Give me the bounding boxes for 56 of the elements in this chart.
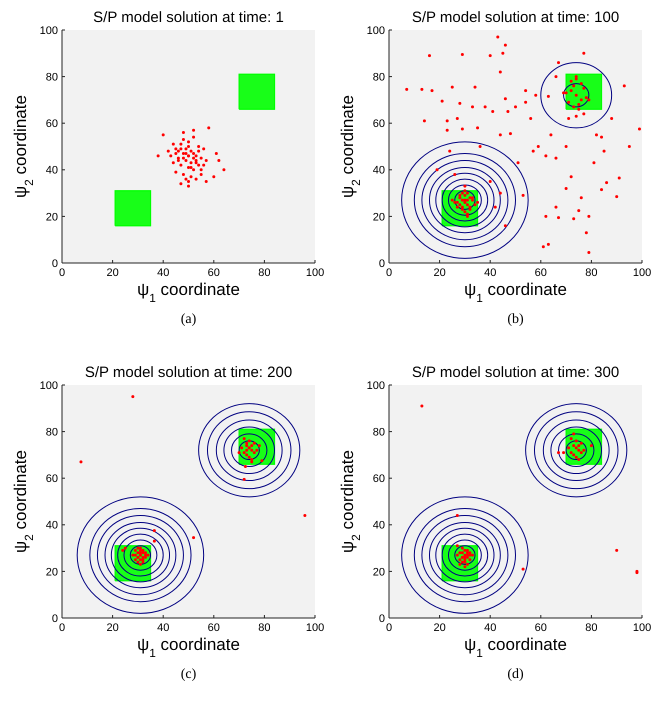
x-tick-label: 100 — [632, 267, 652, 279]
x-tick-label: 100 — [306, 622, 324, 634]
chart-title: S/P model solution at time: 200 — [84, 364, 292, 381]
x-axis-title: ψ$_{1}$ coordinate — [464, 635, 567, 660]
y-tick-label: 80 — [46, 426, 58, 438]
y-tick-label: 60 — [372, 473, 385, 486]
x-axis-title: ψ$_{1}$ coordinate — [137, 280, 240, 305]
x-tick-label: 20 — [106, 267, 119, 279]
x-tick-label: 80 — [258, 267, 271, 279]
x-axis-title: ψ$_{1}$ coordinate — [464, 280, 567, 305]
y-tick-label: 20 — [372, 211, 385, 224]
chart-title: S/P model solution at time: 1 — [93, 9, 284, 26]
x-tick-label: 60 — [208, 267, 220, 279]
y-tick-label: 20 — [46, 211, 58, 224]
x-tick-label: 40 — [484, 622, 496, 634]
y-tick-label: 60 — [372, 118, 385, 130]
y-tick-label: 0 — [52, 612, 58, 625]
x-tick-label: 40 — [157, 267, 170, 279]
x-tick-label: 100 — [306, 267, 324, 279]
y-tick-label: 20 — [372, 566, 385, 578]
x-tick-label: 40 — [484, 267, 496, 279]
y-tick-label: 60 — [46, 118, 58, 130]
y-tick-label: 100 — [366, 380, 385, 392]
y-tick-label: 100 — [40, 380, 58, 392]
x-tick-label: 60 — [208, 622, 220, 634]
y-tick-label: 80 — [46, 71, 58, 84]
text: (b) — [507, 312, 524, 327]
y-tick-label: 40 — [46, 164, 58, 177]
text: (a) — [180, 312, 197, 327]
y-tick-label: 0 — [52, 258, 58, 270]
x-tick-label: 60 — [534, 267, 547, 279]
y-tick-label: 100 — [366, 24, 385, 37]
chart-title: S/P model solution at time: 300 — [412, 364, 620, 381]
text: (d) — [507, 667, 524, 682]
x-tick-label: 20 — [433, 267, 446, 279]
x-axis-title: ψ$_{1}$ coordinate — [137, 635, 240, 660]
y-tick-label: 0 — [378, 258, 385, 270]
y-tick-label: 40 — [372, 164, 385, 177]
y-tick-label: 80 — [372, 71, 385, 84]
y-tick-label: 60 — [46, 473, 58, 486]
y-tick-label: 80 — [372, 426, 385, 438]
y-tick-label: 100 — [40, 24, 58, 37]
y-tick-label: 40 — [372, 520, 385, 532]
x-tick-label: 60 — [534, 622, 547, 634]
x-tick-label: 40 — [157, 622, 170, 634]
chart-title: S/P model solution at time: 100 — [412, 9, 620, 26]
text: (c) — [180, 667, 197, 682]
x-tick-label: 100 — [632, 622, 652, 634]
y-tick-label: 40 — [46, 520, 58, 532]
y-tick-label: 0 — [378, 612, 385, 625]
x-tick-label: 80 — [258, 622, 271, 634]
x-tick-label: 80 — [585, 267, 598, 279]
y-tick-label: 20 — [46, 566, 58, 578]
x-tick-label: 80 — [585, 622, 598, 634]
x-tick-label: 20 — [106, 622, 119, 634]
x-tick-label: 20 — [433, 622, 446, 634]
